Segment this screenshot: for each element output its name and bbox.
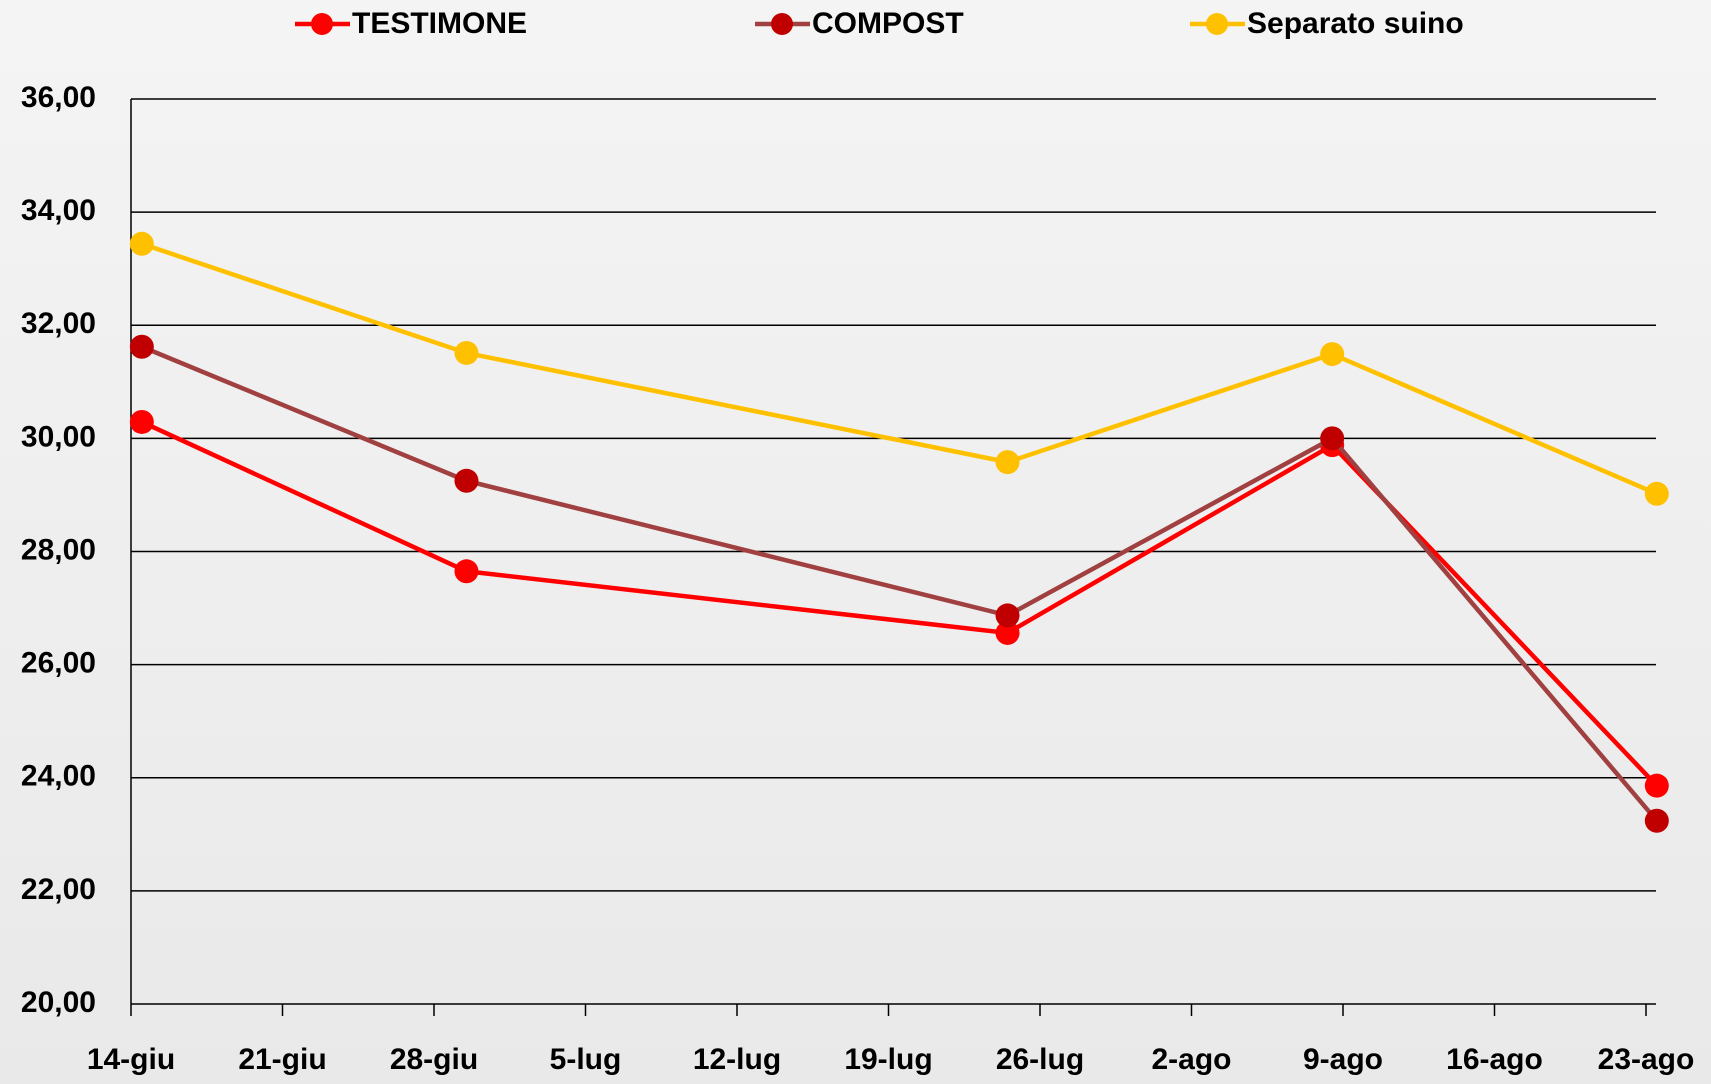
marker: [454, 468, 479, 493]
marker: [995, 603, 1020, 628]
series-line: [140, 344, 1659, 823]
x-tick-label: 28-giu: [390, 1043, 478, 1076]
marker: [995, 620, 1020, 645]
legend-marker: [771, 13, 793, 35]
marker: [454, 559, 479, 584]
x-tick-label: 21-giu: [238, 1043, 326, 1076]
x-tick-label: 23-ago: [1598, 1043, 1695, 1076]
series-line: [140, 419, 1659, 788]
x-tick-label: 19-lug: [844, 1043, 932, 1076]
marker: [1320, 426, 1345, 451]
legend-marker: [311, 13, 333, 35]
x-tick-label: 2-ago: [1151, 1043, 1231, 1076]
legend-label: TESTIMONE: [352, 7, 527, 40]
x-tick-label: 9-ago: [1303, 1043, 1383, 1076]
y-tick-label: 34,00: [21, 194, 96, 227]
legend-label: COMPOST: [812, 7, 964, 40]
y-tick-label: 24,00: [21, 760, 96, 793]
x-tick-label: 14-giu: [87, 1043, 175, 1076]
x-tick-label: 16-ago: [1446, 1043, 1543, 1076]
marker: [1644, 481, 1669, 506]
y-tick-label: 32,00: [21, 307, 96, 340]
legend-label: Separato suino: [1247, 7, 1464, 40]
x-tick-label: 5-lug: [550, 1043, 622, 1076]
x-tick-label: 12-lug: [693, 1043, 781, 1076]
marker: [129, 334, 154, 359]
marker: [1644, 773, 1669, 798]
y-tick-label: 28,00: [21, 533, 96, 566]
marker: [1644, 808, 1669, 833]
y-tick-label: 36,00: [21, 81, 96, 114]
y-tick-label: 22,00: [21, 873, 96, 906]
marker: [454, 340, 479, 365]
y-tick-label: 26,00: [21, 647, 96, 680]
x-tick-label: 26-lug: [996, 1043, 1084, 1076]
legend-marker: [1206, 13, 1228, 35]
marker: [129, 231, 154, 256]
y-tick-label: 20,00: [21, 986, 96, 1019]
marker: [995, 450, 1020, 475]
marker: [129, 409, 154, 434]
series-line: [141, 241, 1658, 496]
y-tick-label: 30,00: [21, 420, 96, 453]
marker: [1320, 342, 1345, 367]
